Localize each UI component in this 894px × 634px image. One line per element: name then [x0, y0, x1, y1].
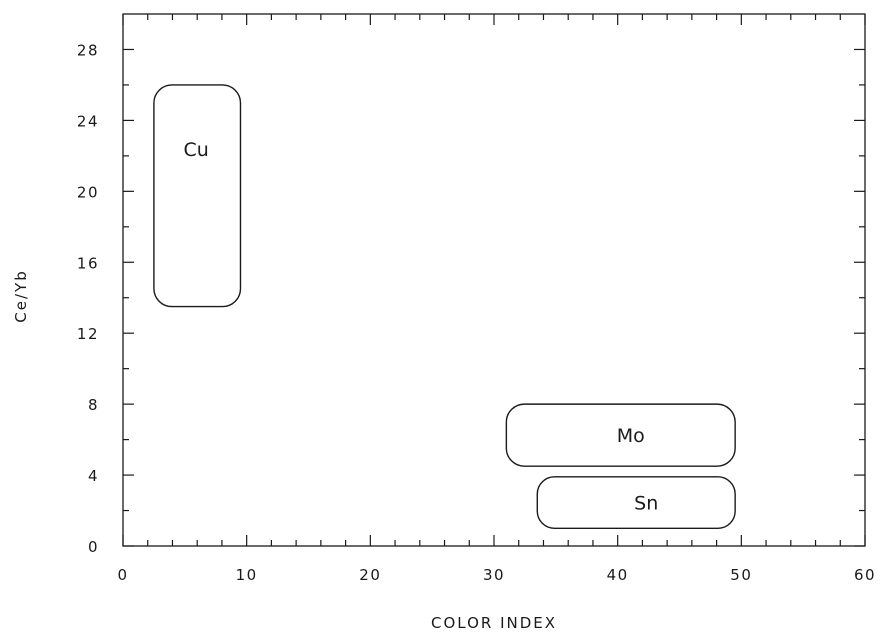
field-sn-label: Sn — [634, 493, 658, 515]
x-tick-label: 50 — [730, 566, 752, 584]
y-tick-label: 16 — [77, 254, 99, 272]
y-tick-label: 8 — [88, 396, 99, 414]
tick-labels-layer: 0 10 20 30 40 50 60 0 4 8 12 16 20 24 28 — [77, 41, 876, 584]
field-sn-box — [536, 476, 736, 529]
y-tick-label: 20 — [77, 183, 99, 201]
x-tick-label: 0 — [117, 566, 128, 584]
field-cu-label: Cu — [184, 139, 209, 161]
x-tick-label: 40 — [607, 566, 629, 584]
fields-layer: Cu Mo Sn — [153, 84, 736, 529]
ticks-layer — [122, 14, 866, 547]
field-mo-box — [505, 403, 736, 467]
y-tick-label: 0 — [88, 538, 99, 556]
y-tick-label: 28 — [77, 41, 99, 59]
y-tick-label: 24 — [77, 112, 99, 130]
field-mo-label: Mo — [617, 425, 645, 447]
x-tick-label: 60 — [854, 566, 876, 584]
x-tick-label: 10 — [236, 566, 258, 584]
y-axis-label: Ce/Yb — [12, 269, 30, 322]
y-tick-label: 4 — [88, 467, 99, 485]
plot-frame — [122, 13, 866, 547]
field-cu-box — [153, 84, 242, 308]
x-axis-label: COLOR INDEX — [431, 614, 557, 632]
y-tick-label: 12 — [77, 325, 99, 343]
x-tick-label: 20 — [359, 566, 381, 584]
x-tick-label: 30 — [483, 566, 505, 584]
